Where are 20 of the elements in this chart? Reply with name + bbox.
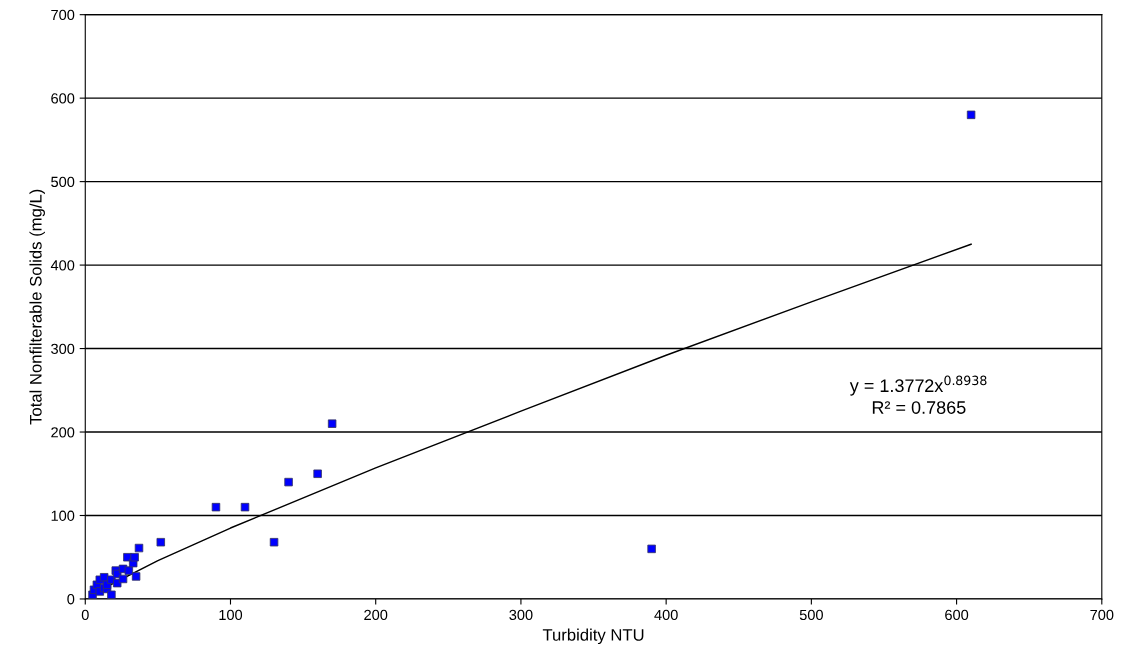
- x-tick-label: 100: [219, 609, 243, 621]
- y-tick-label: 300: [51, 343, 75, 354]
- x-tick-label: 300: [509, 609, 533, 621]
- x-tick-label: 400: [654, 609, 678, 621]
- y-tick-label: 600: [51, 93, 75, 104]
- x-tick-label: 600: [945, 609, 969, 621]
- y-tick-label: 100: [51, 510, 75, 521]
- y-axis-title: Total Nonfilterable Solids (mg/L): [29, 189, 45, 425]
- y-tick-label: 200: [51, 427, 75, 438]
- x-tick-label: 0: [81, 609, 89, 621]
- y-tick-label: 0: [67, 594, 75, 605]
- y-tick-label: 700: [51, 9, 75, 21]
- x-tick-label: 500: [799, 609, 823, 621]
- x-tick-label: 700: [1090, 609, 1114, 621]
- annotation: y = 1.3772x$^{0.8938}$: [849, 375, 987, 396]
- x-axis-title: Turbidity NTU: [542, 628, 644, 645]
- x-tick-label: 200: [364, 609, 388, 621]
- y-tick-label: 500: [51, 176, 75, 188]
- y-tick-label: 400: [50, 260, 75, 271]
- annotation: R² = 0.7865: [872, 401, 966, 414]
